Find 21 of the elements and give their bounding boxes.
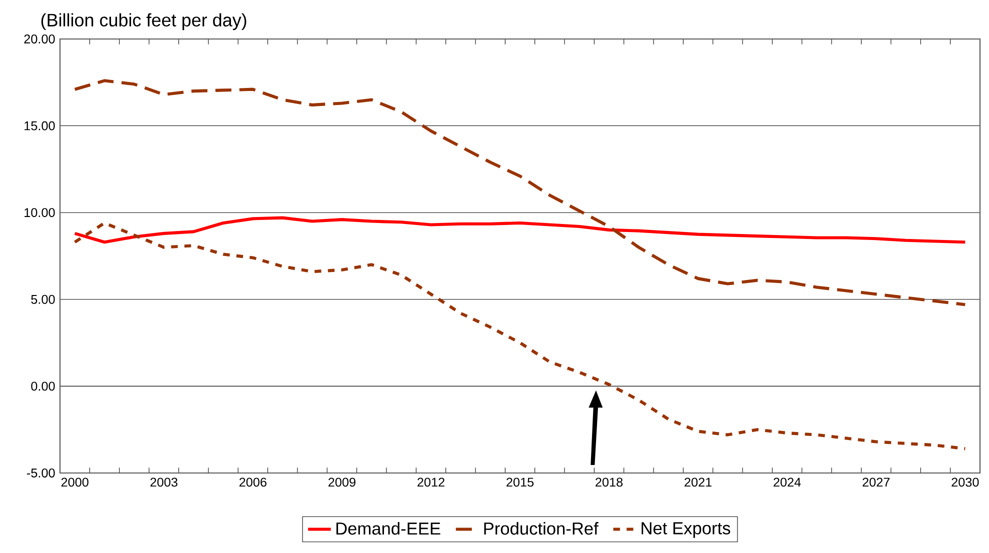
legend-label: Production-Ref <box>484 522 598 535</box>
x-tick-label: 2012 <box>418 478 444 487</box>
x-tick-label: 2021 <box>684 478 712 487</box>
legend-label: Net Exports <box>642 522 730 538</box>
legend-label: Demand-EEE <box>336 522 440 535</box>
x-tick-label: 2009 <box>328 478 356 487</box>
y-tick-label: -5.00 <box>26 468 55 478</box>
x-tick-label: 2000 <box>61 478 88 487</box>
x-tick-label: 2027 <box>862 478 890 487</box>
x-tick-label: 2015 <box>506 478 534 487</box>
y-tick-label: 5.00 <box>31 294 55 304</box>
y-axis-title: (Billion cubic feet per day) <box>41 13 246 30</box>
x-tick-label: 2006 <box>239 478 266 487</box>
y-tick-label: 0.00 <box>31 382 55 391</box>
y-tick-label: 15.00 <box>24 121 55 130</box>
y-tick-label: 10.00 <box>24 208 55 218</box>
y-tick-label: 20.00 <box>24 34 55 44</box>
x-tick-label: 2030 <box>952 478 979 487</box>
x-tick-label: 2024 <box>774 478 801 487</box>
x-tick-label: 2003 <box>150 478 178 487</box>
x-tick-label: 2018 <box>596 478 623 487</box>
